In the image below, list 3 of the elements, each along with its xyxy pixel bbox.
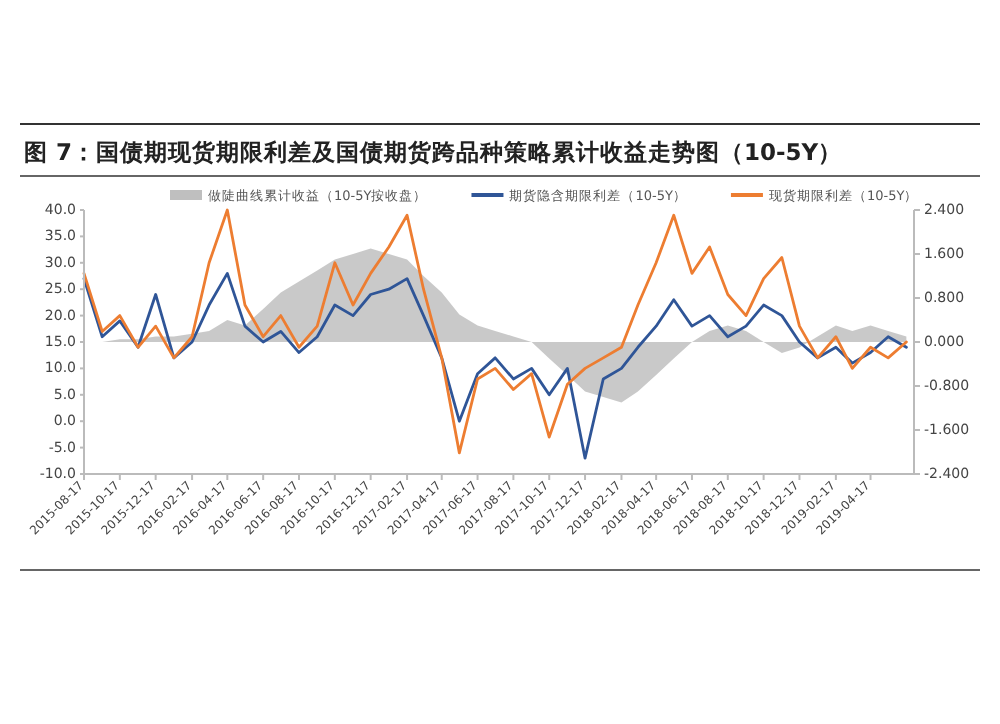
line-series	[82, 208, 908, 455]
chart-title: 图 7：国债期现货期限利差及国债期货跨品种策略累计收益走势图（10-5Y）	[24, 138, 843, 166]
line-series	[82, 271, 908, 460]
